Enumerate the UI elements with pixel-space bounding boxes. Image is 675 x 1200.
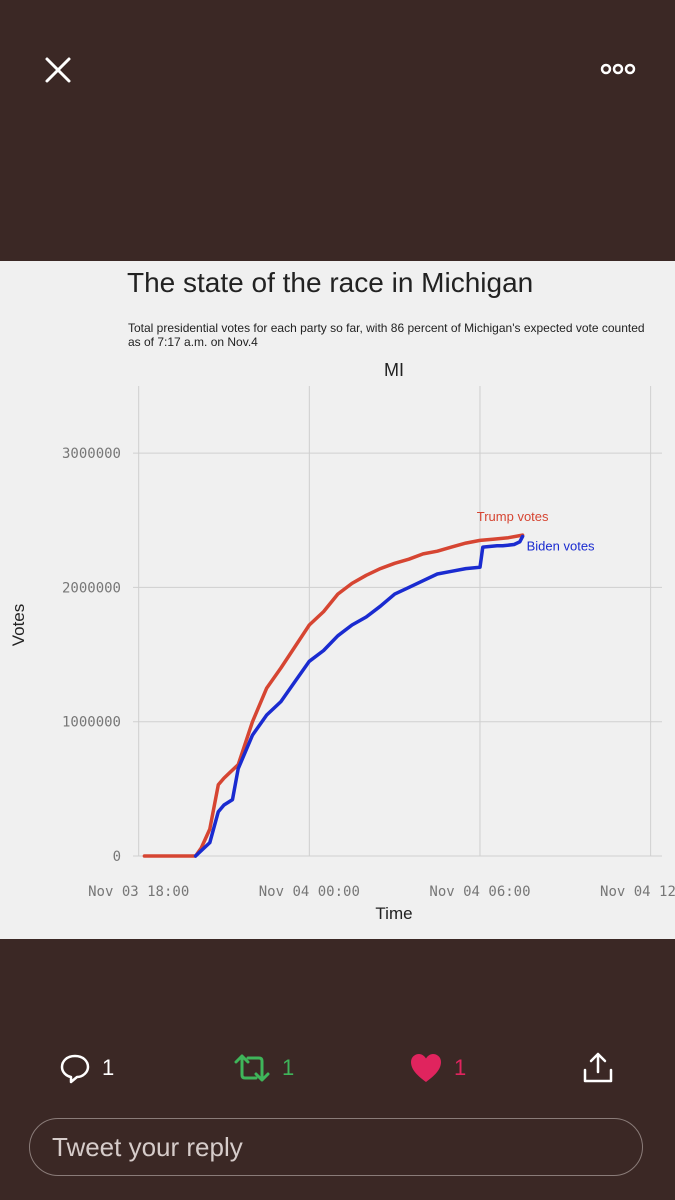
x-tick-label: Nov 04 00:00 [259, 884, 360, 900]
share-button[interactable] [580, 1048, 616, 1088]
close-button[interactable] [40, 52, 76, 88]
like-count: 1 [454, 1055, 467, 1080]
x-axis-label: Time [375, 904, 412, 923]
figure-title: The state of the race in Michigan [127, 267, 534, 298]
reply-icon [60, 1054, 90, 1084]
retweet-button[interactable]: 1 [232, 1048, 294, 1088]
biden-votes-annotation: Biden votes [527, 538, 595, 553]
close-icon [45, 57, 71, 83]
figure-subtitle: Total presidential votes for each party … [128, 321, 645, 349]
tweet-actions: 1 1 1 [0, 1040, 675, 1096]
y-tick-label: 1000000 [62, 715, 121, 731]
retweet-icon [234, 1054, 270, 1082]
reply-placeholder: Tweet your reply [52, 1131, 243, 1162]
share-icon [583, 1052, 613, 1083]
y-tick-label: 0 [113, 849, 121, 865]
y-tick-label: 3000000 [62, 446, 121, 462]
heart-icon [411, 1054, 441, 1082]
x-tick-label: Nov 04 12:00 [600, 884, 675, 900]
trump-votes-line [142, 533, 525, 858]
reply-button[interactable]: 1 [58, 1048, 114, 1088]
y-tick-label: 2000000 [62, 580, 121, 596]
more-options-button[interactable] [596, 56, 640, 82]
tweet-image[interactable]: The state of the race in Michigan Total … [0, 261, 675, 939]
chart-title: MI [384, 360, 404, 380]
like-button[interactable]: 1 [408, 1048, 466, 1088]
trump-votes-annotation: Trump votes [477, 509, 549, 524]
x-tick-label: Nov 04 06:00 [429, 884, 530, 900]
reply-count: 1 [102, 1055, 115, 1080]
x-tick-label: Nov 03 18:00 [88, 884, 189, 900]
y-axis-label: Votes [9, 604, 28, 647]
line-chart: 0 1000000 2000000 3000000 Nov 03 18:00 Nov 04… [9, 360, 675, 923]
more-icon [600, 63, 636, 75]
retweet-count: 1 [282, 1055, 295, 1080]
reply-input[interactable]: Tweet your reply [29, 1118, 643, 1176]
biden-votes-line [193, 534, 525, 858]
top-bar [0, 0, 675, 140]
